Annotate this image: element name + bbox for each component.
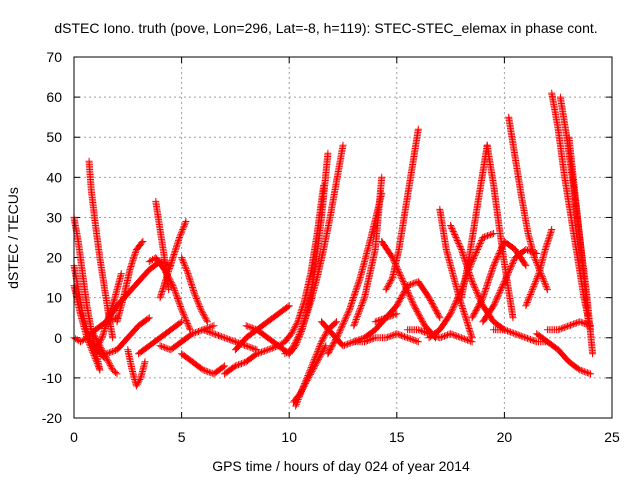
tick-labels: 0 5 10 15 20 25 -20 -10 0 10 20 30 40 50 60 70 [42,49,620,445]
y-tick-label: 10 [46,290,62,306]
series-arc-18 [178,254,211,326]
data-points [70,89,597,410]
series-arc-47 [543,318,594,334]
chart-title: dSTEC Iono. truth (pove, Lon=296, Lat=-8… [54,20,597,36]
y-tick-label: 60 [46,89,62,105]
series-arc-11 [124,346,149,390]
x-axis-label: GPS time / hours of day 024 of year 2014 [212,458,470,474]
x-tick-label: 25 [604,429,620,445]
y-tick-label: 30 [46,209,62,225]
y-tick-label: 50 [46,129,62,145]
series-arc-10 [113,238,147,326]
series-arc-12 [135,318,186,358]
x-tick-label: 0 [70,429,78,445]
series-arc-20 [221,342,282,378]
series-arc-42 [479,246,541,326]
series-arc-50 [565,133,592,326]
grid-lines [74,57,612,418]
y-tick-label: -20 [42,410,62,426]
series-arc-33 [371,278,444,326]
series-arc-17 [178,350,229,378]
y-tick-label: -10 [42,370,62,386]
plot-frame [73,56,613,419]
series-arc-39 [457,141,491,302]
x-tick-label: 20 [497,429,513,445]
x-tick-label: 5 [178,429,186,445]
x-tick-label: 10 [281,429,297,445]
y-tick-label: 0 [54,330,62,346]
series-arc-43 [490,326,551,346]
series-arc-09 [102,314,153,358]
x-tick-label: 15 [389,429,405,445]
series-arc-15 [156,218,190,302]
y-tick-label: 20 [46,250,62,266]
y-tick-label: 40 [46,169,62,185]
series-arc-34 [382,125,422,294]
series-arc-31 [350,173,386,330]
y-tick-label: 70 [46,49,62,65]
axes [73,56,613,419]
series-arc-45 [522,226,556,310]
series-arc-30 [350,330,422,346]
y-axis-label: dSTEC / TECUs [5,187,21,289]
series-arc-25 [285,149,332,358]
series-arc-46 [533,330,594,378]
